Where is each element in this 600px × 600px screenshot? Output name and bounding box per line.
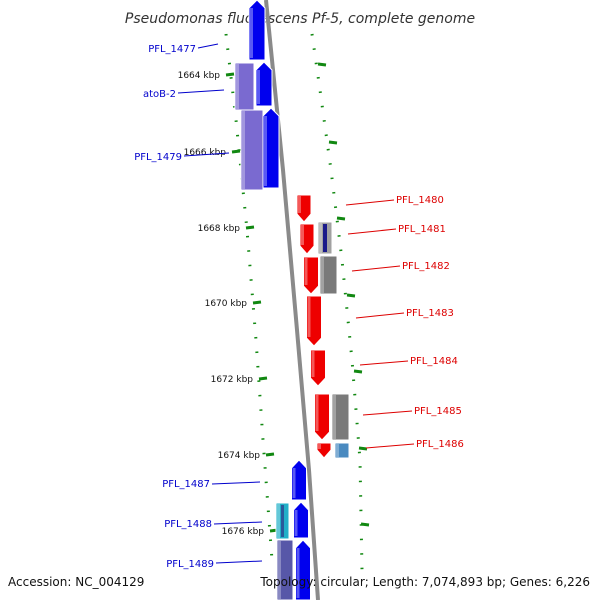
label-leader-line bbox=[211, 481, 261, 485]
scale-tick-label: 1674 kbp bbox=[218, 451, 261, 461]
gene-label-PFL_1487[interactable]: PFL_1487 bbox=[162, 479, 210, 490]
gene-label-PFL_1485[interactable]: PFL_1485 bbox=[414, 406, 462, 417]
scale-tick-label: 1676 kbp bbox=[222, 527, 265, 537]
scale-tick-mark bbox=[328, 140, 338, 145]
scale-tick-mark bbox=[336, 216, 346, 221]
label-leader-line bbox=[351, 265, 401, 272]
gene-labels: PFL_1477 atoB-2 PFL_1479 PFL_1487 PFL_1488 PF… bbox=[134, 44, 464, 570]
scale-tick-label: 1664 kbp bbox=[178, 71, 221, 81]
feature-PFL_1482-domain[interactable] bbox=[319, 255, 338, 295]
label-leader-line bbox=[359, 360, 409, 366]
label-leader-line bbox=[345, 199, 395, 206]
gene-label-PFL_1489[interactable]: PFL_1489 bbox=[166, 559, 214, 570]
gene-label-PFL_1481[interactable]: PFL_1481 bbox=[398, 224, 446, 235]
gene-PFL_1481[interactable] bbox=[299, 223, 315, 255]
label-leader-line bbox=[197, 43, 219, 49]
gene-PFL_1480[interactable] bbox=[296, 194, 312, 223]
gene-label-PFL_1482[interactable]: PFL_1482 bbox=[402, 261, 450, 272]
gene-label-PFL_1480[interactable]: PFL_1480 bbox=[396, 195, 444, 206]
gene-label-PFL_1488[interactable]: PFL_1488 bbox=[164, 519, 212, 530]
scale-tick-mark bbox=[358, 446, 368, 451]
label-leader-line bbox=[362, 410, 413, 416]
gene-features bbox=[234, 0, 350, 600]
label-leader-line bbox=[347, 228, 397, 235]
scale-tick-label: 1670 kbp bbox=[205, 299, 248, 309]
genome-backbone bbox=[264, 0, 320, 600]
label-leader-line bbox=[215, 560, 263, 564]
scale-tick-mark bbox=[265, 452, 275, 457]
gene-label-PFL_1486[interactable]: PFL_1486 bbox=[416, 439, 464, 450]
gene-PFL_1489[interactable] bbox=[295, 539, 311, 600]
gene-label-PFL_1484[interactable]: PFL_1484 bbox=[410, 356, 458, 367]
scale-ticks: 1664 kbp 1666 kbp 1668 kbp 1670 kbp 1672 kbp… bbox=[178, 62, 370, 537]
genome-summary-text: Topology: circular; Length: 7,074,893 bp… bbox=[259, 575, 590, 589]
gene-PFL_1484[interactable] bbox=[310, 349, 326, 387]
scale-tick-mark bbox=[225, 72, 235, 77]
scale-tick-mark bbox=[353, 369, 363, 374]
gene-PFL_1482[interactable] bbox=[303, 256, 319, 295]
scale-tick-mark bbox=[245, 225, 255, 230]
scale-tick-mark bbox=[360, 522, 370, 527]
label-leader-line bbox=[365, 443, 415, 449]
gene-PFL_1479[interactable] bbox=[262, 107, 280, 189]
scale-tick-mark bbox=[231, 149, 241, 154]
scale-tick-label: 1668 kbp bbox=[198, 224, 241, 234]
scale-tick-mark bbox=[258, 376, 268, 381]
gene-PFL_1487[interactable] bbox=[291, 459, 307, 501]
scale-tick-mark bbox=[317, 62, 327, 67]
accession-text: Accession: NC_004129 bbox=[8, 575, 144, 589]
feature-PFL_1485-domain[interactable] bbox=[331, 393, 350, 441]
gene-label-PFL_1479[interactable]: PFL_1479 bbox=[134, 152, 182, 163]
feature-PFL_1486-domain[interactable] bbox=[334, 442, 350, 459]
gene-label-atoB-2[interactable]: atoB-2 bbox=[143, 89, 176, 100]
gene-PFL_1486[interactable] bbox=[316, 442, 332, 459]
scale-tick-label: 1666 kbp bbox=[184, 148, 227, 158]
label-leader-line bbox=[177, 89, 225, 94]
gene-PFL_1488[interactable] bbox=[293, 501, 309, 539]
gene-PFL_1485[interactable] bbox=[314, 393, 330, 441]
gene-PFL_1483[interactable] bbox=[306, 295, 322, 347]
label-leader-line bbox=[213, 521, 263, 525]
scale-tick-label: 1672 kbp bbox=[211, 375, 254, 385]
gene-label-PFL_1477[interactable]: PFL_1477 bbox=[148, 44, 196, 55]
gene-atoB-2[interactable] bbox=[255, 61, 273, 107]
gene-label-PFL_1483[interactable]: PFL_1483 bbox=[406, 308, 454, 319]
scale-tick-mark bbox=[346, 293, 356, 298]
scale-tick-mark bbox=[252, 300, 262, 305]
label-leader-line bbox=[183, 152, 230, 157]
label-leaders bbox=[177, 43, 415, 564]
feature-PFL_1489-domain[interactable] bbox=[276, 539, 294, 600]
gene-PFL_1477[interactable] bbox=[248, 0, 266, 61]
map-title: Pseudomonas fluorescens Pf-5, complete g… bbox=[125, 11, 475, 27]
label-leader-line bbox=[355, 312, 405, 319]
